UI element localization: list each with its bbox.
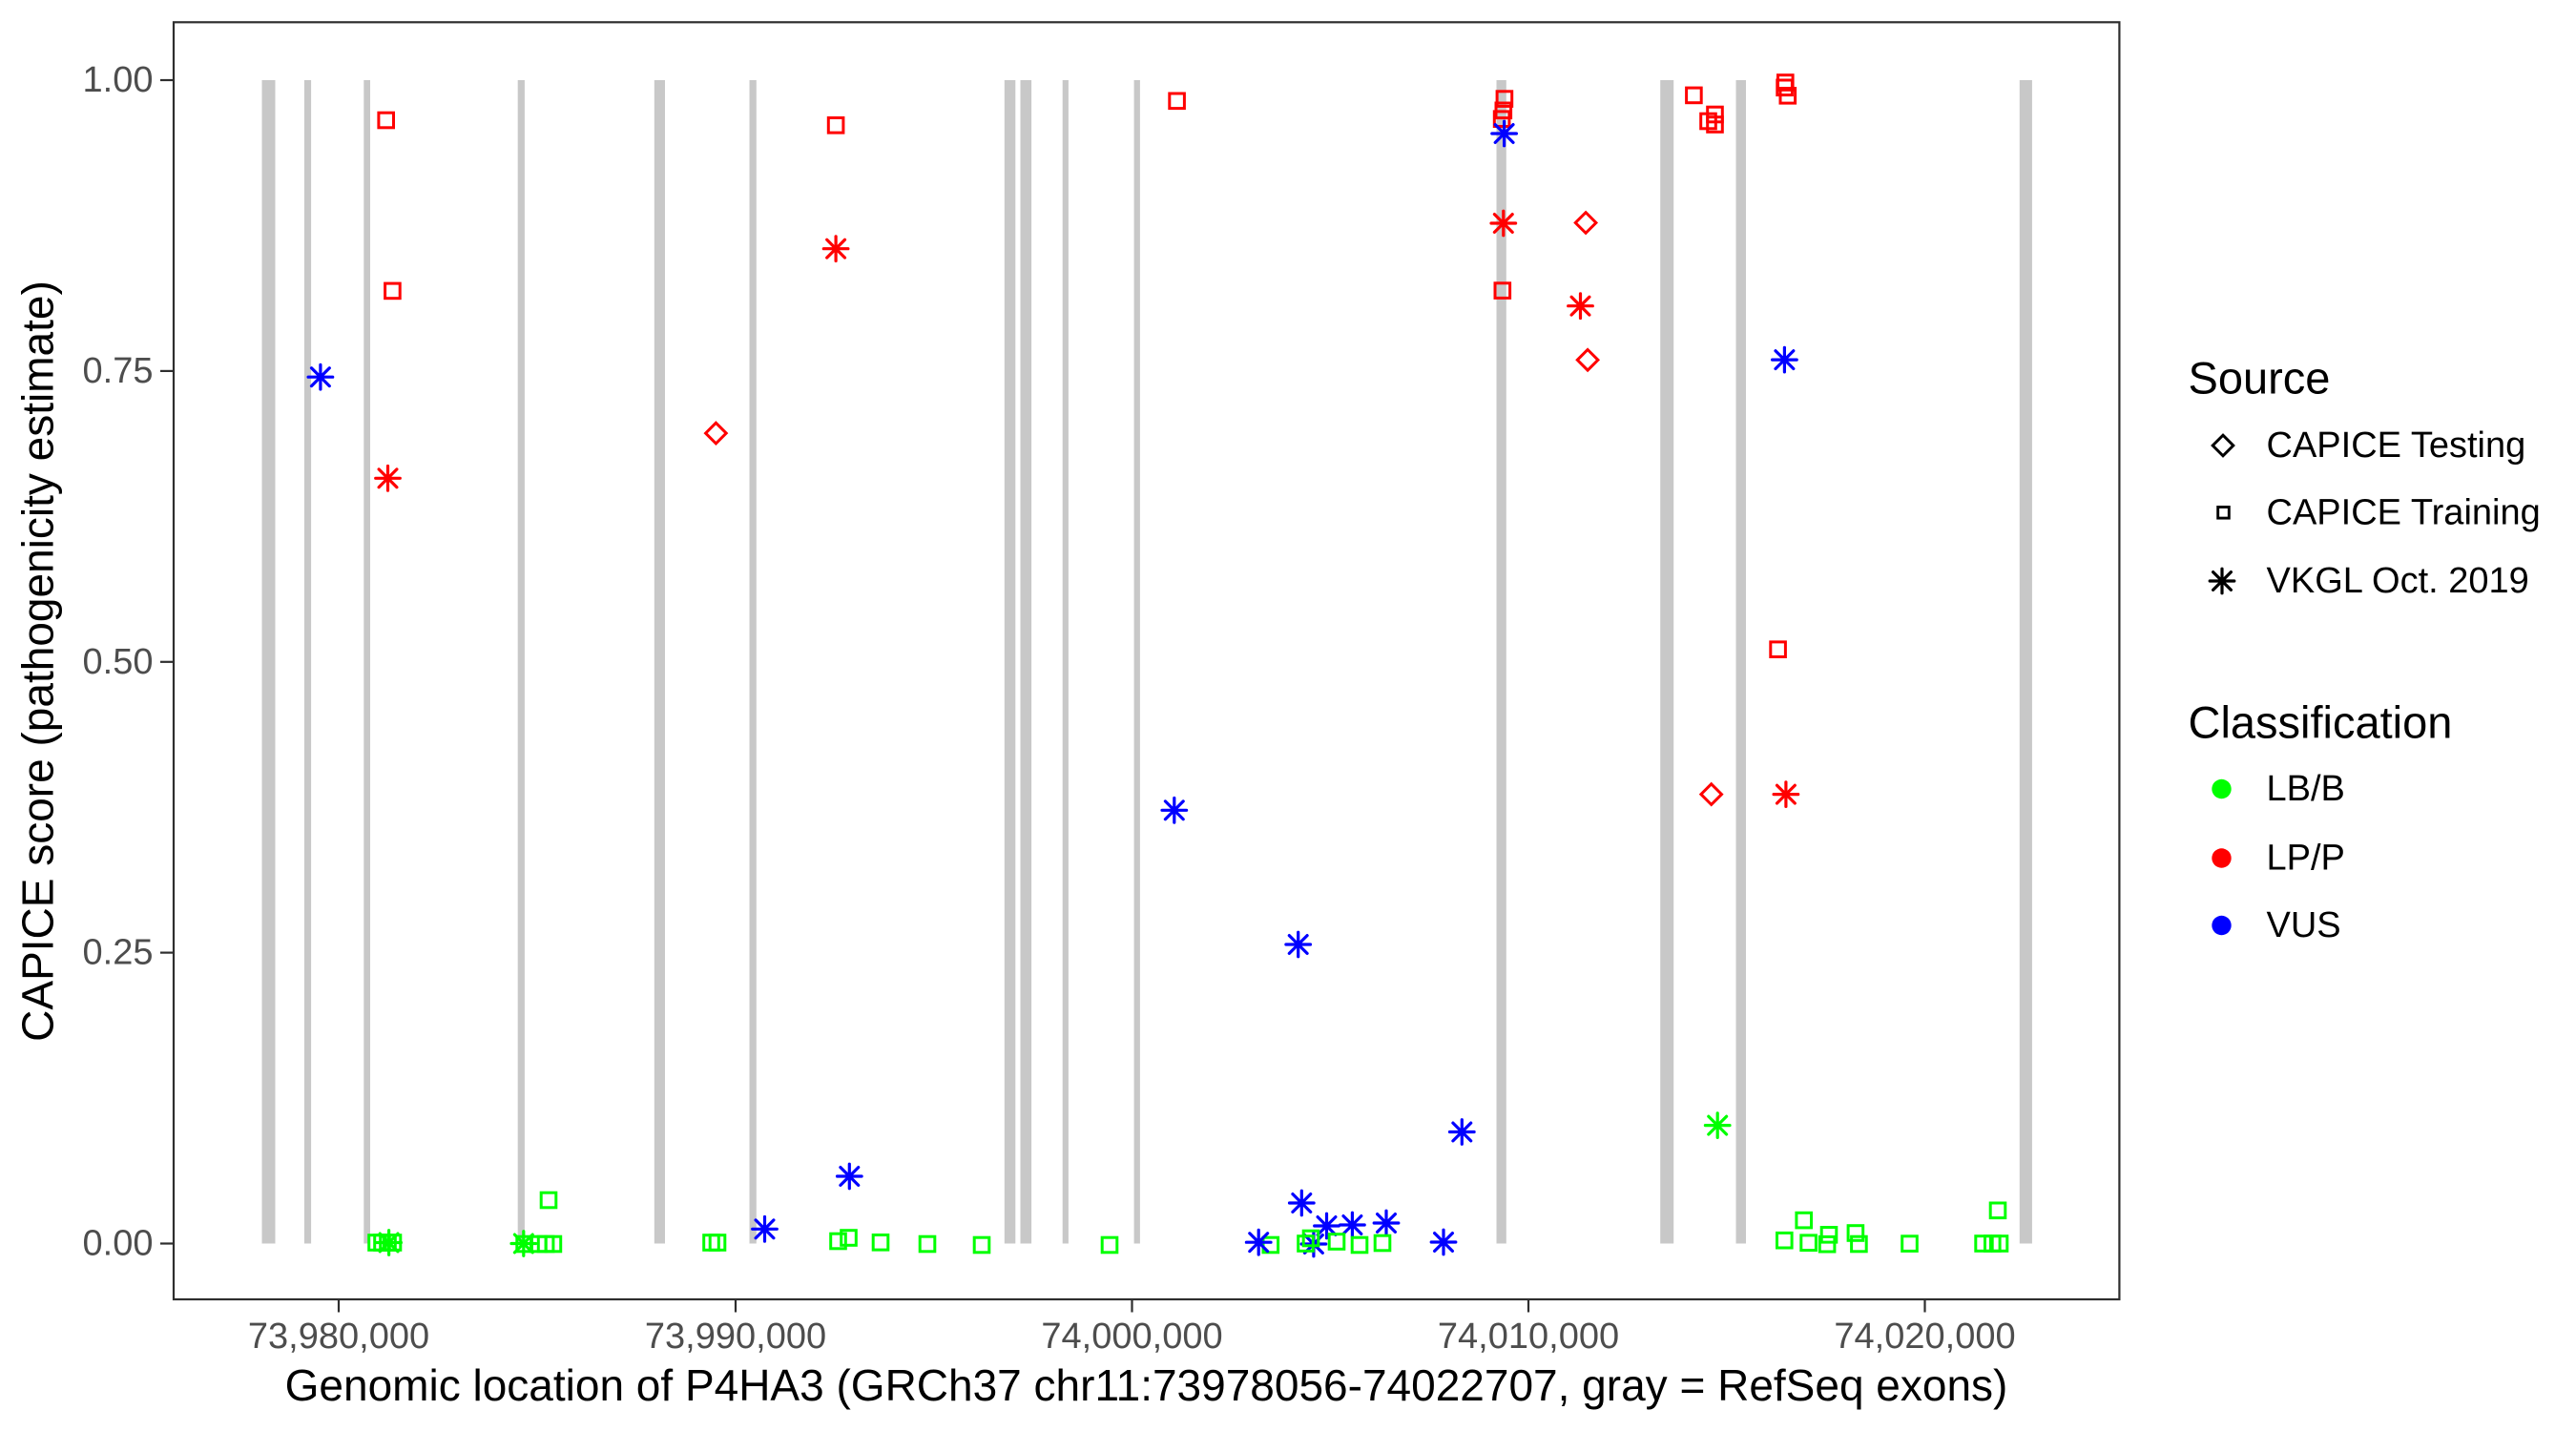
svg-text:74,000,000: 74,000,000 — [1041, 1317, 1222, 1357]
svg-text:LB/B: LB/B — [2267, 769, 2345, 809]
svg-text:74,020,000: 74,020,000 — [1834, 1317, 2015, 1357]
svg-text:74,010,000: 74,010,000 — [1438, 1317, 1619, 1357]
svg-text:0.75: 0.75 — [83, 351, 154, 391]
svg-text:Source: Source — [2189, 353, 2331, 404]
svg-text:Genomic location of P4HA3 (GRC: Genomic location of P4HA3 (GRCh37 chr11:… — [285, 1360, 2008, 1410]
svg-text:0.25: 0.25 — [83, 933, 154, 973]
svg-text:CAPICE score (pathogenicity es: CAPICE score (pathogenicity estimate) — [13, 280, 63, 1042]
svg-text:VKGL Oct. 2019: VKGL Oct. 2019 — [2267, 561, 2529, 601]
svg-text:CAPICE Testing: CAPICE Testing — [2267, 425, 2526, 466]
svg-text:1.00: 1.00 — [83, 60, 154, 100]
svg-text:73,980,000: 73,980,000 — [248, 1317, 429, 1357]
svg-text:LP/P: LP/P — [2267, 839, 2345, 879]
svg-text:73,990,000: 73,990,000 — [645, 1317, 826, 1357]
svg-text:VUS: VUS — [2267, 905, 2341, 945]
svg-text:0.50: 0.50 — [83, 642, 154, 682]
svg-text:Classification: Classification — [2189, 697, 2453, 748]
svg-text:CAPICE Training: CAPICE Training — [2267, 492, 2541, 532]
svg-text:0.00: 0.00 — [83, 1224, 154, 1264]
